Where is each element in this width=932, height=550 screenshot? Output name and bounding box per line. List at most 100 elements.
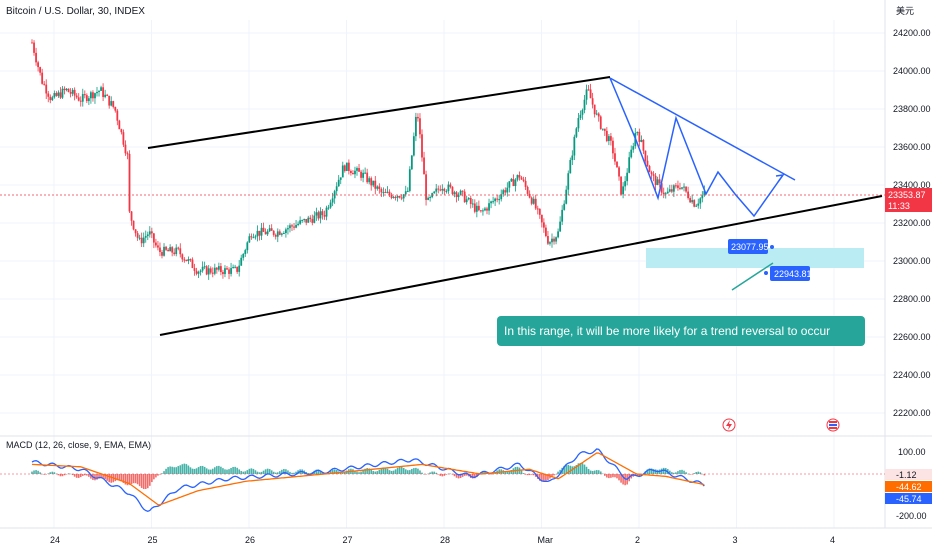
channel-upper-line[interactable] xyxy=(147,76,611,149)
candle-body xyxy=(648,166,651,173)
candle-body xyxy=(177,247,180,249)
macd-hist-bar xyxy=(398,466,401,474)
macd-hist-bar xyxy=(693,473,695,474)
macd-hist-bar xyxy=(81,474,84,476)
countdown-value: 11:33 xyxy=(888,201,910,211)
macd-hist-bar xyxy=(604,474,606,476)
macd-hist-bar xyxy=(563,465,565,474)
candle-body xyxy=(496,198,499,200)
macd-hist-bar xyxy=(673,472,675,474)
note-box[interactable] xyxy=(497,316,865,346)
macd-hist-bar xyxy=(435,472,438,474)
candle-body xyxy=(272,230,275,235)
zone-lower-price-handle[interactable] xyxy=(764,271,768,275)
macd-hist-bar xyxy=(683,470,685,474)
candle-body xyxy=(203,266,206,268)
candle-body xyxy=(165,246,167,250)
candle-body xyxy=(254,236,257,238)
candle-body xyxy=(553,238,555,242)
macd-hist-bar xyxy=(524,474,527,475)
macd-hist-bar xyxy=(285,469,287,474)
candle-body xyxy=(270,228,273,231)
macd-hist-bar xyxy=(250,468,253,474)
candle-body xyxy=(197,271,200,274)
candle-body xyxy=(406,190,409,192)
macd-hist-bar xyxy=(289,471,291,474)
projection-path[interactable] xyxy=(609,77,784,218)
lightning-icon[interactable] xyxy=(722,418,736,432)
macd-hist-bar xyxy=(372,470,375,474)
candle-body xyxy=(280,233,283,235)
macd-hist-bar xyxy=(606,474,608,478)
candle-body xyxy=(31,42,33,44)
candle-body xyxy=(250,236,253,238)
candle-body xyxy=(246,242,249,251)
macd-hist-bar xyxy=(648,468,651,474)
macd-hist-bar xyxy=(484,471,486,474)
candle-body xyxy=(224,268,226,275)
wedge-upper-line[interactable] xyxy=(609,77,796,181)
macd-hist-bar xyxy=(589,470,592,474)
zone-upper-price-handle[interactable] xyxy=(770,245,774,249)
macd-hist-bar xyxy=(569,465,572,474)
macd-hist-bar xyxy=(662,467,665,474)
candle-body xyxy=(488,203,490,211)
macd-hist-bar xyxy=(88,474,90,477)
macd-hist-bar xyxy=(559,469,561,474)
macd-hist-bar xyxy=(272,471,275,474)
macd-hist-bar xyxy=(601,473,604,475)
macd-hist-bar xyxy=(41,473,43,475)
macd-hist-bar xyxy=(175,467,178,474)
macd-hist-bar xyxy=(636,474,639,476)
candle-body xyxy=(142,237,145,244)
candle-body xyxy=(161,252,163,256)
candle-body xyxy=(620,176,622,195)
time-tick-label: 27 xyxy=(343,535,353,545)
macd-hist-bar xyxy=(650,468,653,474)
candle-body xyxy=(404,191,407,195)
macd-hist-bar xyxy=(144,474,147,489)
candle-body xyxy=(425,174,427,200)
candle-body xyxy=(132,220,135,230)
macd-hist-bar xyxy=(595,470,598,474)
macd-hist-bar xyxy=(587,469,590,474)
macd-hist-bar xyxy=(230,467,232,474)
time-axis[interactable]: 24 25 26 27 28 Mar 2 3 4 xyxy=(50,535,835,545)
price-axis[interactable]: 24200.00 24000.00 23800.00 23600.00 23400.00… xyxy=(893,28,931,418)
candle-body xyxy=(392,196,395,198)
macd-hist-bar xyxy=(240,470,243,474)
candle-body xyxy=(675,185,677,187)
candle-body xyxy=(626,172,629,182)
candle-body xyxy=(457,194,460,198)
macd-hist-bar xyxy=(130,474,133,484)
candle-body xyxy=(419,118,421,135)
channel-lower-line[interactable] xyxy=(159,195,883,336)
macd-hist-bar xyxy=(270,470,273,474)
zone-upper-price-badge xyxy=(728,239,768,254)
candle-body xyxy=(187,259,190,262)
candle-body xyxy=(565,189,568,204)
candle-body xyxy=(679,187,681,189)
macd-hist-bar xyxy=(344,472,346,474)
candle-body xyxy=(57,92,60,96)
candle-body xyxy=(228,269,230,274)
macd-hist-bar xyxy=(482,471,484,474)
flag-icon[interactable] xyxy=(826,418,840,432)
candle-body xyxy=(106,94,109,96)
macd-hist-bar xyxy=(295,471,297,474)
macd-hist-bar xyxy=(378,469,381,474)
macd-hist-bar xyxy=(585,466,588,474)
candle-body xyxy=(77,97,80,101)
macd-hist-bar xyxy=(577,463,580,474)
candle-body xyxy=(603,128,606,131)
macd-hist-bar xyxy=(287,470,289,474)
macd-hist-bar xyxy=(71,474,74,476)
macd-hist-bar xyxy=(205,468,208,474)
macd-hist-bar xyxy=(441,474,444,477)
candle-body xyxy=(374,180,377,189)
candle-body xyxy=(628,157,631,173)
candle-body xyxy=(579,114,582,119)
candle-body xyxy=(110,101,113,106)
macd-hist-bar xyxy=(443,474,446,476)
